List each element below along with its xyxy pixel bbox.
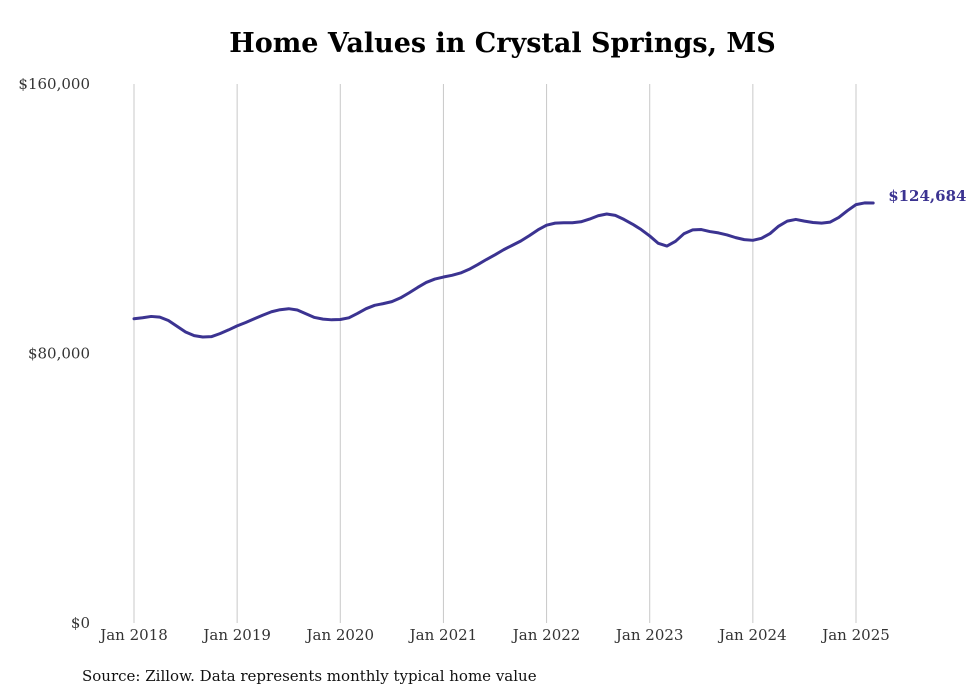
x-tick-label: Jan 2018 <box>98 626 168 644</box>
y-tick-label: $0 <box>71 614 90 632</box>
gridlines <box>133 84 857 623</box>
chart-title: Home Values in Crystal Springs, MS <box>229 28 776 59</box>
y-tick-label: $80,000 <box>28 345 90 363</box>
x-tick-label: Jan 2020 <box>305 626 375 644</box>
x-tick-label: Jan 2023 <box>614 626 684 644</box>
home-value-line <box>132 201 875 339</box>
latest-value-label: $124,684 <box>888 187 966 205</box>
source-note: Source: Zillow. Data represents monthly … <box>82 667 537 685</box>
x-tick-label: Jan 2024 <box>717 626 787 644</box>
y-tick-label: $160,000 <box>18 75 90 93</box>
x-tick-label: Jan 2021 <box>408 626 478 644</box>
x-tick-label: Jan 2022 <box>511 626 581 644</box>
x-tick-label: Jan 2019 <box>201 626 271 644</box>
y-axis-ticks: $0 $80,000 $160,000 <box>18 75 90 632</box>
x-axis-ticks: Jan 2018 Jan 2019 Jan 2020 Jan 2021 Jan 2022… <box>98 626 890 644</box>
x-tick-label: Jan 2025 <box>820 626 890 644</box>
